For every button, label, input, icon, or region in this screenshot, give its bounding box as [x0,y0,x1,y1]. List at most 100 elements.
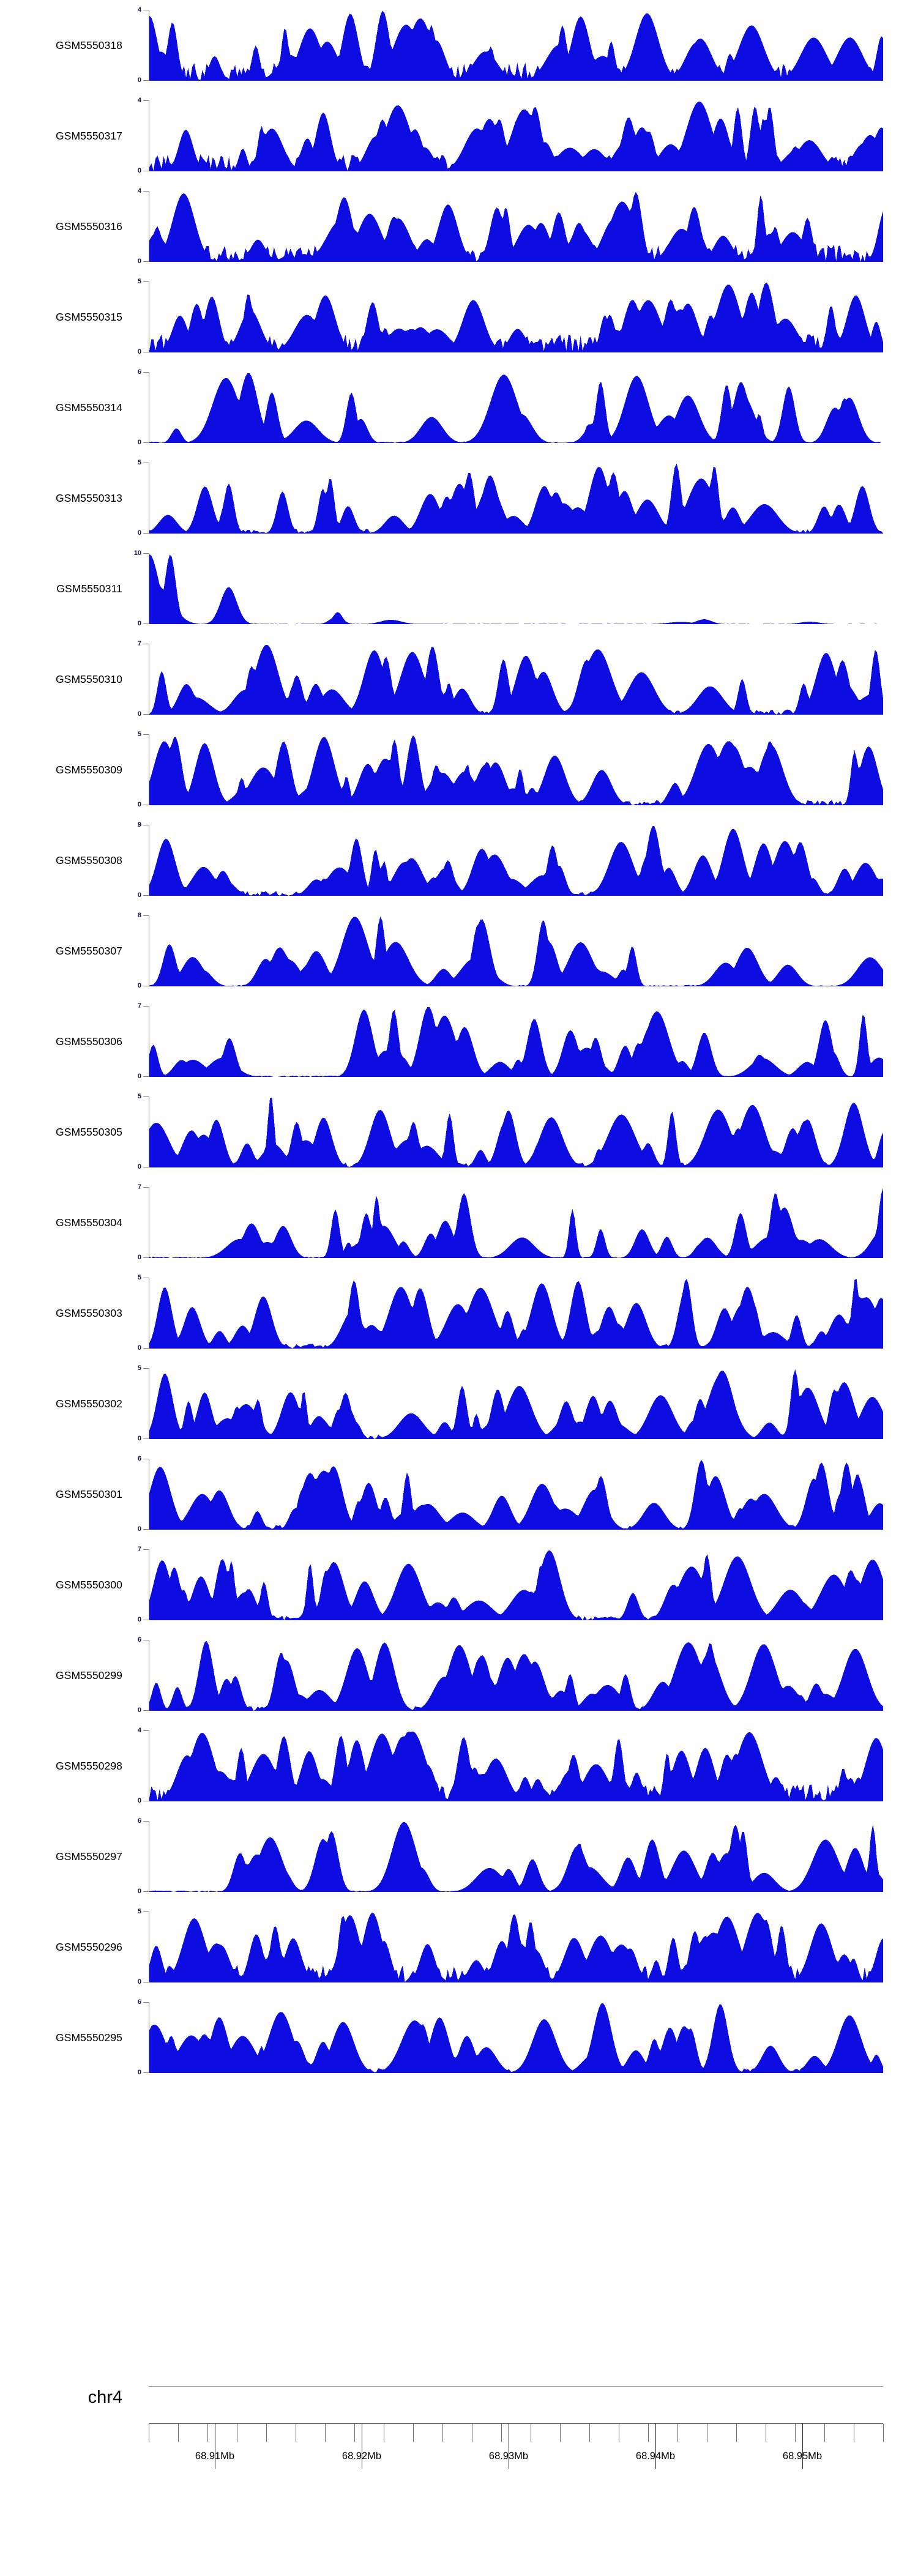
track-y-tick-max [143,1006,149,1007]
track-sample-label: GSM5550299 [56,1669,122,1681]
axis-minor-tick [354,2424,355,2442]
track-y-tick-min [143,533,149,534]
axis-main-rule [149,2423,883,2424]
coverage-track: GSM5550299 6 0 [0,1630,918,1721]
track-y-max-label: 9 [137,821,141,828]
track-y-min-label: 0 [137,1707,141,1714]
track-y-max-label: 5 [137,459,141,466]
track-y-tick-min [143,1710,149,1711]
track-y-max-label: 6 [137,368,141,376]
track-y-min-label: 0 [137,1978,141,1986]
track-sample-label: GSM5550295 [56,2031,122,2044]
track-y-tick-max [143,1549,149,1550]
track-sample-label: GSM5550313 [56,491,122,504]
coverage-track: GSM5550311 10 0 [0,543,918,634]
track-coverage-canvas [149,553,883,624]
track-sample-label: GSM5550308 [56,854,122,866]
track-y-tick-max [143,1730,149,1731]
coverage-track: GSM5550317 4 0 [0,91,918,181]
track-y-max-label: 7 [137,640,141,647]
track-coverage-canvas [149,915,883,986]
track-sample-label: GSM5550302 [56,1397,122,1410]
genome-axis-area[interactable]: 68.91Mb 68.92Mb 68.93Mb 68.94Mb 68.95Mb [149,2374,884,2496]
track-y-max-label: 5 [137,1364,141,1372]
track-sample-label: GSM5550301 [56,1487,122,1500]
track-y-max-label: 4 [137,187,141,195]
axis-minor-tick [325,2424,326,2442]
track-plot-area[interactable]: 10 0 [134,550,883,627]
track-coverage-canvas [149,100,883,171]
coverage-track: GSM5550304 7 0 [0,1177,918,1268]
axis-minor-tick [178,2424,179,2442]
track-y-tick-min [143,2072,149,2073]
track-y-tick-min [143,1257,149,1258]
track-y-max-label: 5 [137,1908,141,1915]
track-y-tick-max [143,1368,149,1369]
track-coverage-canvas [149,191,883,262]
track-coverage-canvas [149,463,883,534]
track-y-max-label: 4 [137,6,141,13]
axis-minor-tick [207,2424,208,2442]
coverage-track: GSM5550307 8 0 [0,906,918,996]
track-y-min-label: 0 [137,439,141,446]
track-y-min-label: 0 [137,348,141,356]
track-y-max-label: 6 [137,1636,141,1644]
track-y-min-label: 0 [137,1435,141,1442]
track-coverage-canvas [149,1006,883,1077]
axis-major-tick [655,2424,656,2469]
track-coverage-canvas [149,1821,883,1892]
axis-minor-tick [442,2424,443,2442]
coverage-track: GSM5550302 5 0 [0,1358,918,1449]
track-y-max-label: 6 [137,1817,141,1825]
track-sample-label: GSM5550316 [56,220,122,233]
track-coverage-canvas [149,734,883,805]
track-y-min-label: 0 [137,1163,141,1171]
track-sample-label: GSM5550297 [56,1850,122,1863]
coverage-track: GSM5550298 4 0 [0,1721,918,1811]
track-y-tick-min [143,714,149,715]
track-y-tick-max [143,1096,149,1097]
track-coverage-canvas [149,2002,883,2073]
track-sample-label: GSM5550314 [56,401,122,414]
track-y-tick-max [143,281,149,282]
axis-minor-tick [795,2424,796,2442]
track-sample-label: GSM5550309 [56,763,122,776]
track-y-min-label: 0 [137,1616,141,1623]
track-y-min-label: 0 [137,258,141,265]
track-sample-label: GSM5550318 [56,39,122,51]
track-y-max-label: 5 [137,1093,141,1100]
track-y-min-label: 0 [137,2069,141,2076]
track-coverage-canvas [149,825,883,896]
track-y-max-label: 7 [137,1546,141,1553]
track-y-tick-max [143,191,149,192]
track-y-min-label: 0 [137,1344,141,1352]
track-coverage-canvas [149,1549,883,1620]
track-sample-label: GSM5550298 [56,1759,122,1772]
axis-minor-tick [560,2424,561,2442]
track-y-max-label: 4 [137,1727,141,1734]
track-sample-label: GSM5550310 [56,672,122,685]
